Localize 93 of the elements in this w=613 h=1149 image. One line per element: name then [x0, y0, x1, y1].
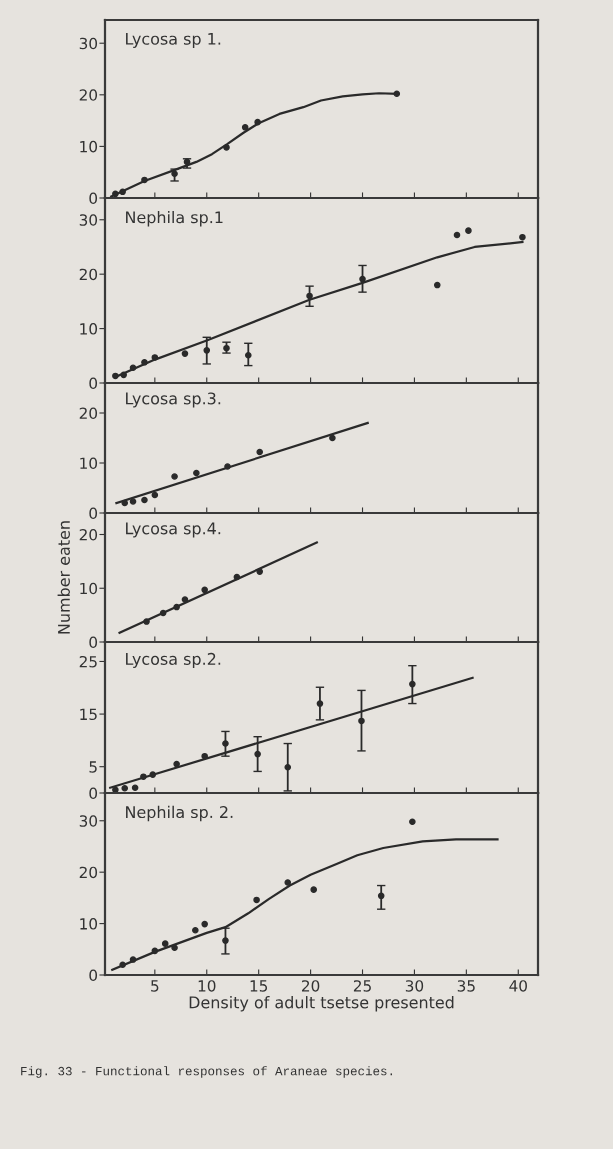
- text: Lycosa sp.3.: [126, 392, 221, 408]
- point: [151, 947, 159, 955]
- point: [222, 937, 229, 944]
- point: [224, 463, 231, 470]
- point: [222, 740, 229, 747]
- caption: Fig. 33 - Functional responses of Araneae species.: [21, 1066, 393, 1078]
- point: [192, 926, 199, 934]
- point: [143, 618, 150, 625]
- y-tick-label: 20: [79, 89, 98, 101]
- y-tick-label: 0: [89, 192, 98, 205]
- y-tick-label: 30: [79, 37, 98, 50]
- y-tick-label: 0: [89, 377, 98, 390]
- point: [131, 784, 139, 792]
- point: [241, 124, 249, 131]
- y-tick-label: 20: [79, 407, 98, 420]
- point: [171, 944, 178, 952]
- point: [433, 281, 441, 289]
- text: Nephila sp.1: [126, 210, 223, 227]
- y-tick-label: 15: [80, 708, 97, 721]
- point: [121, 784, 129, 792]
- x-tick-label: 10: [198, 980, 216, 992]
- point: [129, 498, 137, 505]
- y-tick-label: 10: [80, 582, 98, 595]
- point: [129, 956, 137, 963]
- point: [233, 573, 241, 581]
- y-tick-label: 0: [89, 787, 98, 800]
- point: [181, 596, 189, 603]
- point: [159, 609, 167, 617]
- point: [151, 354, 159, 361]
- x-tick-label: 30: [405, 980, 424, 992]
- point: [141, 176, 148, 184]
- point: [253, 896, 260, 904]
- point: [254, 118, 261, 126]
- point: [129, 364, 137, 372]
- point: [201, 920, 208, 928]
- y-tick-label: 10: [80, 918, 98, 930]
- point: [119, 188, 126, 196]
- point: [112, 190, 119, 198]
- text: Lycosa sp 1.: [126, 32, 221, 48]
- point: [256, 448, 264, 456]
- point: [141, 359, 148, 366]
- y-tick-label: 25: [79, 655, 97, 668]
- point: [181, 350, 189, 357]
- text: Nephila sp. 2.: [126, 805, 233, 822]
- y-axis-title: Number eaten: [57, 521, 70, 634]
- text: Lycosa sp.2.: [126, 652, 221, 669]
- y-tick-label: 10: [80, 140, 98, 153]
- point: [112, 372, 119, 380]
- y-tick-label: 10: [80, 323, 98, 335]
- point: [151, 491, 159, 499]
- point: [141, 496, 148, 504]
- point: [171, 473, 178, 480]
- point: [465, 227, 472, 234]
- y-tick-label: 20: [79, 528, 98, 541]
- y-tick-label: 5: [89, 761, 97, 773]
- point: [256, 568, 264, 575]
- point: [173, 760, 180, 768]
- point: [453, 231, 461, 239]
- y-tick-label: 10: [80, 457, 98, 470]
- point: [310, 886, 318, 893]
- point: [519, 233, 526, 241]
- y-tick-label: 0: [89, 636, 98, 649]
- x-tick-label: 15: [250, 980, 268, 992]
- point: [193, 469, 200, 477]
- point: [201, 752, 208, 760]
- point: [173, 603, 180, 611]
- x-tick-label: 25: [353, 980, 371, 992]
- point: [149, 771, 157, 778]
- y-tick-label: 30: [79, 214, 98, 226]
- y-tick-label: 0: [89, 969, 98, 982]
- y-tick-label: 20: [79, 268, 98, 281]
- point: [140, 773, 147, 780]
- y-tick-label: 30: [79, 815, 98, 827]
- point: [409, 818, 416, 826]
- x-tick-label: 35: [457, 980, 475, 992]
- point: [329, 434, 336, 442]
- x-tick-label: 5: [151, 980, 159, 992]
- point: [223, 144, 230, 151]
- line-series: [111, 838, 499, 971]
- x-tick-label: 40: [509, 980, 527, 992]
- x-tick-label: 20: [302, 980, 320, 992]
- text: Lycosa sp.4.: [126, 522, 221, 538]
- point: [393, 90, 401, 98]
- x-axis-title: Density of adult tsetse presented: [189, 996, 454, 1012]
- point: [161, 940, 169, 947]
- point: [201, 586, 208, 594]
- y-tick-label: 20: [79, 866, 98, 879]
- y-tick-label: 0: [89, 507, 98, 520]
- point: [120, 371, 127, 379]
- point: [121, 499, 129, 507]
- point: [284, 879, 292, 886]
- point: [119, 961, 126, 969]
- point: [112, 786, 119, 793]
